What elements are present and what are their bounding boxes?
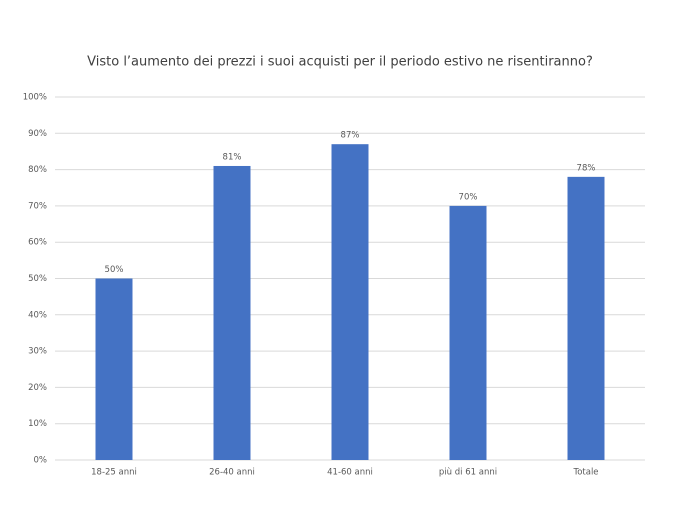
x-tick-label: 26-40 anni [209, 468, 255, 478]
y-tick-label: 90% [28, 129, 47, 139]
y-tick-label: 60% [28, 238, 47, 248]
bar [567, 176, 605, 461]
y-tick-label: 100% [23, 93, 47, 103]
chart-title: Visto l’aumento dei prezzi i suoi acquis… [87, 55, 593, 70]
data-label: 81% [223, 152, 242, 162]
y-tick-label: 20% [28, 383, 47, 393]
y-tick-label: 30% [28, 347, 47, 357]
y-tick-label: 70% [28, 201, 47, 211]
data-label: 70% [459, 192, 478, 202]
data-label: 78% [577, 163, 596, 173]
bar [331, 144, 369, 460]
x-tick-label: Totale [572, 468, 598, 478]
bar [95, 278, 133, 460]
y-tick-label: 80% [28, 165, 47, 175]
bar [449, 205, 487, 460]
y-tick-label: 10% [28, 419, 47, 429]
y-tick-label: 40% [28, 310, 47, 320]
data-label: 50% [105, 265, 124, 275]
x-tick-label: 18-25 anni [91, 468, 137, 478]
x-tick-label: più di 61 anni [439, 468, 497, 478]
y-tick-label: 50% [28, 274, 47, 284]
x-tick-label: 41-60 anni [327, 468, 373, 478]
bar [213, 165, 251, 460]
data-label: 87% [341, 131, 360, 141]
y-tick-label: 0% [34, 456, 48, 466]
